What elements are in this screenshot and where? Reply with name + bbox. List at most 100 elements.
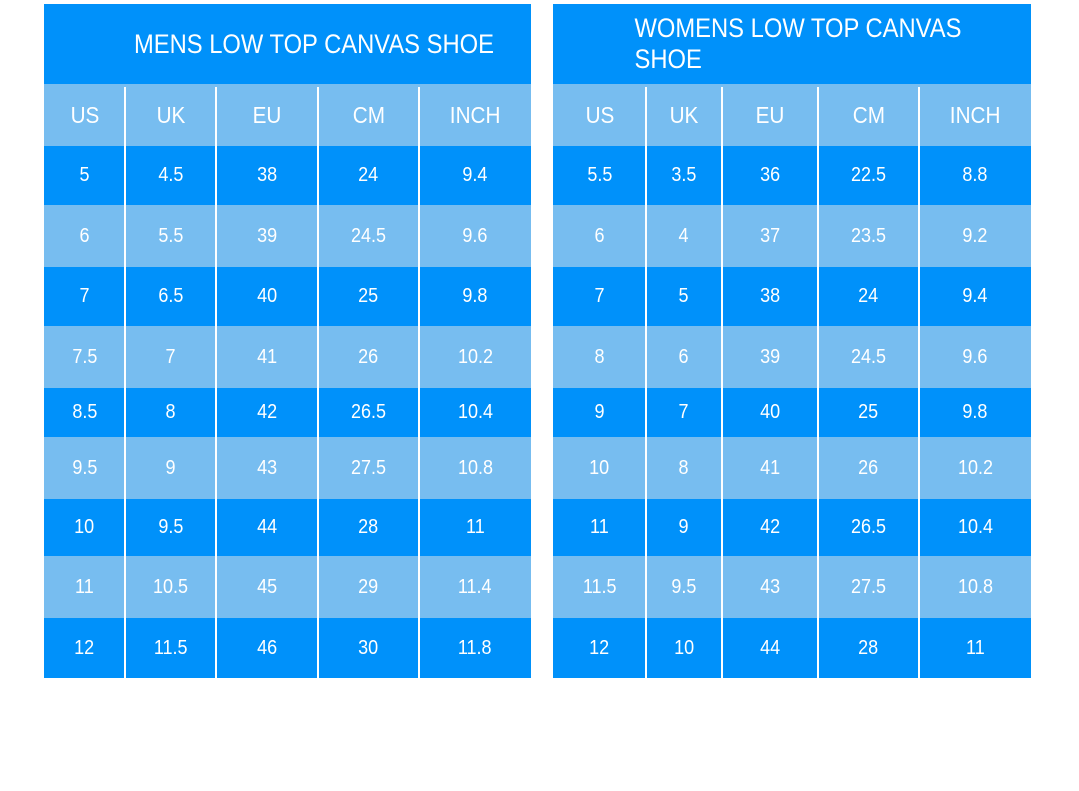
- cell-value: 23.5: [850, 224, 887, 247]
- cell-value: 11: [965, 636, 985, 659]
- cell-eu: 43: [722, 556, 818, 618]
- cell-value: 40: [759, 401, 781, 423]
- cell-inch: 11: [419, 499, 531, 556]
- cell-cm: 29: [318, 556, 419, 618]
- cell-uk: 10: [646, 618, 722, 678]
- column-header-uk: UK: [125, 84, 216, 146]
- cell-eu: 41: [216, 326, 318, 388]
- cell-cm: 28: [818, 618, 919, 678]
- header-row: US UK EU CM INCH: [553, 84, 1031, 146]
- cell-value: 9.6: [462, 224, 488, 247]
- cell-cm: 27.5: [318, 437, 419, 499]
- cell-us: 6: [553, 205, 646, 267]
- table-row: 5.5 3.5 36 22.5 8.8: [553, 146, 1031, 205]
- cell-eu: 36: [722, 146, 818, 205]
- cell-cm: 30: [318, 618, 419, 678]
- header-label: US: [585, 101, 614, 128]
- cell-value: 8: [594, 345, 605, 368]
- table-row: 11 9 42 26.5 10.4: [553, 499, 1031, 556]
- cell-value: 11.8: [458, 636, 492, 659]
- cell-inch: 10.4: [919, 499, 1031, 556]
- cell-inch: 11.4: [419, 556, 531, 618]
- column-header-us: US: [553, 84, 646, 146]
- cell-inch: 9.4: [419, 146, 531, 205]
- cell-value: 22.5: [850, 164, 887, 186]
- cell-value: 5: [678, 285, 690, 307]
- column-header-inch: INCH: [419, 84, 531, 146]
- cell-eu: 42: [722, 499, 818, 556]
- cell-inch: 9.8: [919, 388, 1031, 437]
- cell-value: 41: [256, 345, 278, 368]
- table-row: 8 6 39 24.5 9.6: [553, 326, 1031, 388]
- column-header-inch: INCH: [919, 84, 1031, 146]
- cell-uk: 9: [125, 437, 216, 499]
- cell-inch: 9.8: [419, 267, 531, 326]
- cell-value: 5.5: [157, 224, 184, 247]
- cell-value: 4: [678, 224, 690, 247]
- cell-uk: 8: [646, 437, 722, 499]
- table-row: 11 10.5 45 29 11.4: [44, 556, 531, 618]
- header-label: US: [70, 101, 99, 128]
- cell-value: 9.8: [462, 285, 488, 307]
- cell-us: 10: [44, 499, 125, 556]
- cell-eu: 45: [216, 556, 318, 618]
- cell-eu: 46: [216, 618, 318, 678]
- cell-eu: 40: [216, 267, 318, 326]
- cell-uk: 10.5: [125, 556, 216, 618]
- cell-value: 46: [256, 636, 278, 659]
- column-divider: [817, 87, 819, 678]
- cell-value: 10: [589, 456, 610, 479]
- cell-value: 9.5: [671, 575, 697, 598]
- cell-value: 9: [165, 456, 176, 479]
- table-title-text: WOMENS LOW TOP CANVAS SHOE: [634, 13, 962, 74]
- cell-value: 24: [858, 285, 879, 307]
- cell-value: 6: [79, 224, 90, 247]
- cell-inch: 9.6: [419, 205, 531, 267]
- cell-value: 4.5: [157, 164, 184, 186]
- cell-cm: 28: [318, 499, 419, 556]
- cell-value: 24: [358, 164, 379, 186]
- cell-value: 11: [465, 516, 485, 538]
- cell-eu: 39: [216, 205, 318, 267]
- cell-inch: 9.2: [919, 205, 1031, 267]
- table-row: 11.5 9.5 43 27.5 10.8: [553, 556, 1031, 618]
- table-row: 9.5 9 43 27.5 10.8: [44, 437, 531, 499]
- cell-inch: 10.2: [919, 437, 1031, 499]
- cell-value: 26.5: [850, 516, 887, 538]
- cell-us: 7: [553, 267, 646, 326]
- cell-value: 8: [165, 401, 176, 423]
- header-label: CM: [852, 101, 885, 128]
- cell-us: 9.5: [44, 437, 125, 499]
- cell-value: 10.8: [457, 456, 493, 479]
- cell-cm: 27.5: [818, 556, 919, 618]
- cell-value: 10.2: [457, 345, 493, 368]
- cell-value: 37: [759, 224, 781, 247]
- cell-value: 7: [165, 345, 176, 368]
- cell-value: 28: [858, 636, 879, 659]
- cell-value: 8.5: [71, 401, 98, 423]
- cell-cm: 25: [818, 388, 919, 437]
- cell-uk: 3.5: [646, 146, 722, 205]
- cell-value: 12: [74, 636, 95, 659]
- cell-value: 8: [678, 456, 690, 479]
- cell-value: 25: [858, 401, 879, 423]
- cell-us: 12: [44, 618, 125, 678]
- cell-cm: 24: [818, 267, 919, 326]
- cell-eu: 44: [216, 499, 318, 556]
- womens-size-table: WOMENS LOW TOP CANVAS SHOE US UK EU CM INCH 5.…: [553, 4, 1031, 678]
- cell-uk: 4.5: [125, 146, 216, 205]
- column-header-eu: EU: [722, 84, 818, 146]
- cell-inch: 11: [919, 618, 1031, 678]
- column-header-cm: CM: [318, 84, 419, 146]
- cell-value: 36: [759, 164, 781, 186]
- cell-value: 7: [678, 401, 690, 423]
- header-label: UK: [669, 101, 699, 128]
- cell-us: 11.5: [553, 556, 646, 618]
- cell-eu: 37: [722, 205, 818, 267]
- cell-uk: 4: [646, 205, 722, 267]
- cell-inch: 10.4: [419, 388, 531, 437]
- cell-eu: 42: [216, 388, 318, 437]
- cell-us: 12: [553, 618, 646, 678]
- cell-value: 44: [256, 516, 278, 538]
- cell-cm: 24.5: [318, 205, 419, 267]
